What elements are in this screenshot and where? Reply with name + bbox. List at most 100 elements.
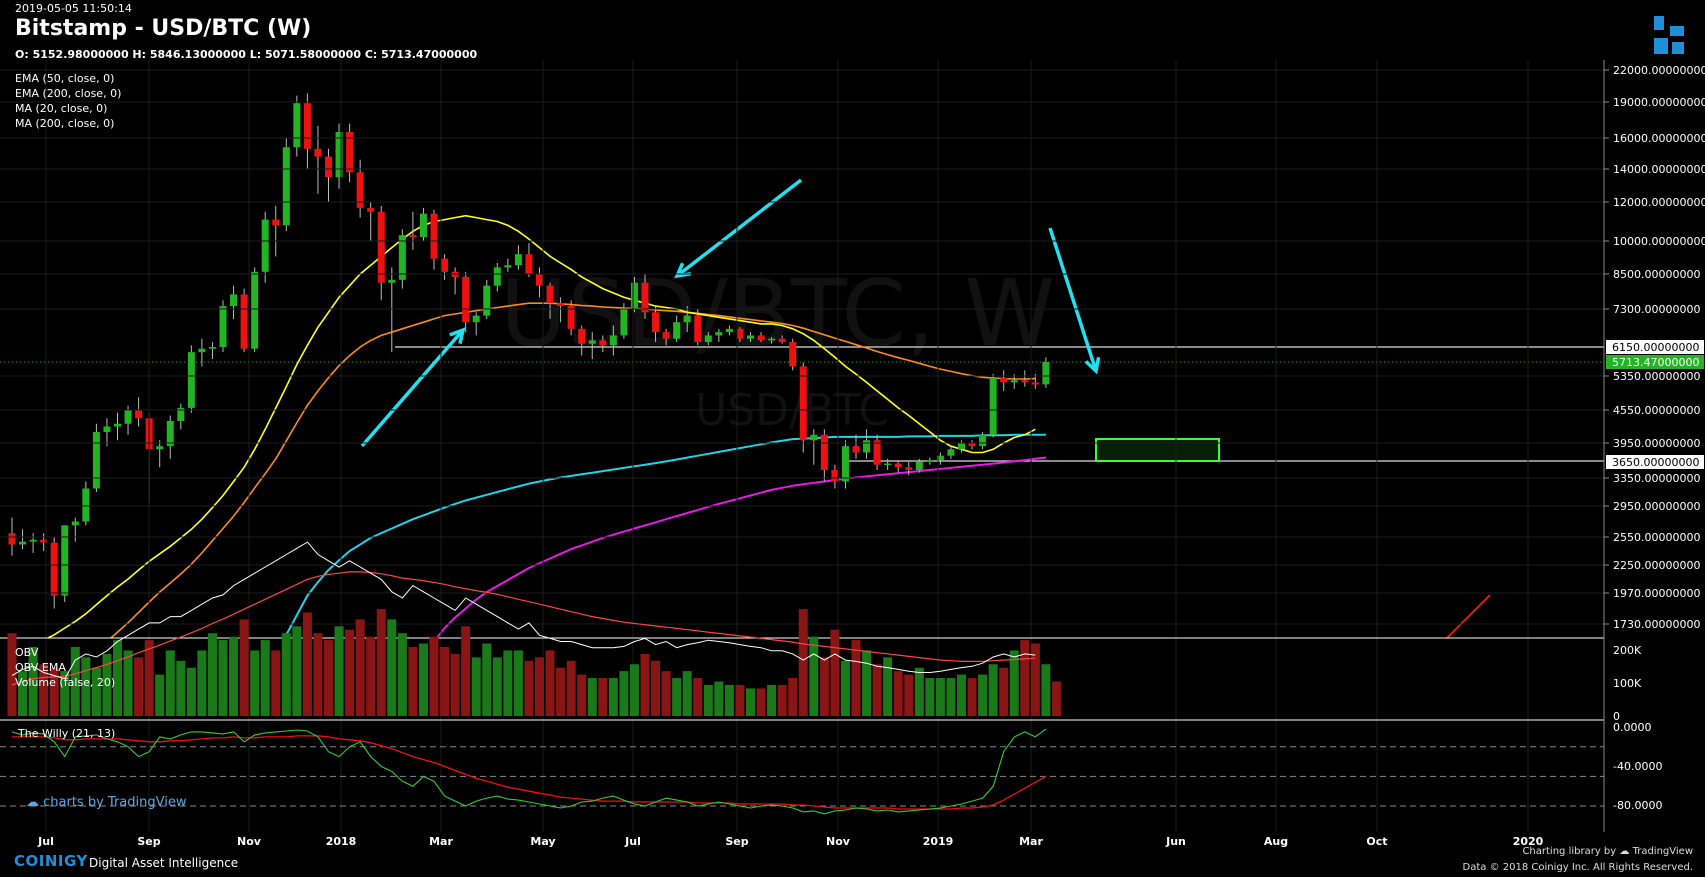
volume-bar: [450, 653, 460, 716]
volume-bar: [840, 660, 850, 716]
candle-body: [504, 265, 512, 268]
candle: [894, 460, 902, 473]
candle-body: [92, 432, 100, 489]
candle: [725, 325, 733, 336]
ma20-line: [46, 214, 1036, 638]
candle: [578, 325, 586, 356]
candle: [282, 138, 290, 232]
candle: [441, 254, 449, 280]
candle-body: [187, 352, 195, 408]
candle-body: [894, 463, 902, 468]
volume-bar: [281, 633, 291, 716]
indicator-ma20-label[interactable]: MA (20, close, 0): [15, 102, 108, 115]
willy-tick-label: -40.0000: [1613, 760, 1662, 773]
volume-bar: [482, 643, 492, 716]
candle: [156, 440, 164, 468]
indicator-willy-label[interactable]: The Willy (21, 13): [18, 727, 116, 740]
volume-bar: [91, 667, 101, 716]
level-tag-label: 5713.47000000: [1612, 356, 1699, 369]
volume-bar: [651, 660, 661, 716]
candle-body: [546, 285, 554, 304]
level-tag-label: 3650.00000000: [1612, 456, 1699, 469]
candle-body: [915, 462, 923, 470]
trend-line-red: [1446, 594, 1491, 638]
annotation-arrow-up-head: [449, 327, 466, 345]
coinigy-logo-icon[interactable]: [1640, 6, 1698, 64]
volume-bar: [165, 650, 175, 716]
candle-body: [694, 315, 702, 343]
candle: [1021, 370, 1029, 387]
candle: [863, 429, 871, 459]
y-tick-label: 10000.00000000: [1613, 235, 1705, 248]
candle-body: [747, 335, 754, 339]
x-tick-label: 2020: [1513, 835, 1544, 848]
volume-bar: [693, 678, 703, 716]
volume-bar: [640, 653, 650, 716]
volume-bar: [556, 667, 566, 716]
timestamp: 2019-05-05 11:50:14: [15, 2, 132, 15]
candle: [29, 533, 37, 553]
volume-bar: [440, 647, 450, 716]
volume-bar: [292, 626, 302, 716]
volume-bar: [587, 678, 597, 716]
candle: [261, 211, 269, 283]
candle: [557, 297, 565, 323]
candle: [915, 458, 923, 473]
volume-bar: [60, 671, 70, 716]
candle-body: [841, 446, 849, 482]
candle-body: [704, 335, 712, 343]
volume-bar: [703, 684, 713, 716]
tradingview-watermark[interactable]: ☁ charts by TradingView: [26, 795, 186, 810]
candle: [1042, 357, 1050, 388]
level-tag-bg: [1606, 340, 1704, 354]
candle-body: [261, 219, 269, 272]
volume-tick-label: 100K: [1613, 677, 1642, 690]
footer-brand[interactable]: COINIGY: [14, 852, 88, 870]
annotation-arrow-up: [360, 327, 466, 448]
candle-body: [493, 267, 501, 286]
volume-bar: [113, 640, 122, 716]
candle-body: [958, 443, 965, 450]
y-tick-label: 2250.00000000: [1613, 559, 1700, 572]
volume-bar: [408, 647, 418, 716]
level-tag: 3650.00000000: [1606, 455, 1704, 469]
volume-bar: [250, 650, 260, 716]
candle: [472, 312, 480, 336]
candle: [19, 529, 27, 550]
indicator-ma200-label[interactable]: MA (200, close, 0): [15, 117, 115, 130]
candle-body: [652, 312, 660, 333]
candle: [599, 335, 607, 353]
candle: [525, 243, 533, 277]
indicator-volume-label[interactable]: Volume (false, 20): [15, 676, 116, 689]
x-tick-label: Mar: [429, 835, 453, 848]
candle: [135, 397, 143, 427]
candle-body: [29, 539, 37, 542]
indicator-ema50-label[interactable]: EMA (50, close, 0): [15, 72, 115, 85]
indicator-obv-ema-label[interactable]: OBV EMA: [15, 661, 66, 674]
volume-bar: [809, 636, 819, 716]
indicator-obv-label[interactable]: OBV: [15, 646, 39, 659]
candle: [630, 276, 638, 313]
candle-body: [303, 103, 311, 149]
volume-bar: [999, 667, 1009, 716]
volume-bar: [978, 674, 988, 716]
candle-body: [936, 455, 944, 461]
volume-bar: [661, 671, 671, 716]
candle-body: [156, 446, 164, 450]
candle: [757, 332, 765, 343]
volume-bar: [7, 633, 17, 716]
candle: [768, 337, 776, 344]
candle-body: [578, 328, 586, 344]
candle: [346, 123, 354, 183]
indicator-ema200-label[interactable]: EMA (200, close, 0): [15, 87, 122, 100]
candle: [177, 403, 185, 430]
y-tick-label: 4550.00000000: [1613, 404, 1700, 417]
volume-bar: [851, 640, 861, 716]
candle-body: [947, 449, 955, 456]
candle-body: [177, 407, 185, 421]
annotation-arrow-down-left: [674, 178, 803, 279]
volume-bar: [682, 671, 692, 716]
candle-body: [599, 340, 607, 346]
footer-library[interactable]: Charting library by ☁ TradingView: [1522, 846, 1693, 857]
